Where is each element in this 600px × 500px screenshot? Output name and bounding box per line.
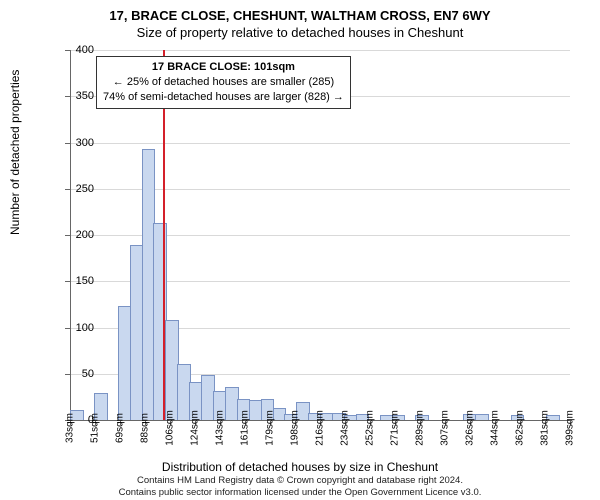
- x-tick-label: 381sqm: [540, 410, 551, 446]
- x-tick-label: 216sqm: [315, 410, 326, 446]
- x-tick-label: 289sqm: [415, 410, 426, 446]
- y-tick-label: 100: [54, 322, 94, 334]
- x-tick-label: 326sqm: [465, 410, 476, 446]
- x-tick-label: 124sqm: [190, 410, 201, 446]
- y-tick-label: 200: [54, 229, 94, 241]
- info-box-line1: 17 BRACE CLOSE: 101sqm: [103, 60, 344, 75]
- footer: Contains HM Land Registry data © Crown c…: [0, 475, 600, 498]
- x-tick-label: 362sqm: [515, 410, 526, 446]
- x-tick-label: 51sqm: [90, 413, 101, 443]
- x-tick-label: 271sqm: [390, 410, 401, 446]
- gridline: [70, 143, 570, 144]
- x-tick-label: 344sqm: [490, 410, 501, 446]
- y-tick-label: 400: [54, 44, 94, 56]
- y-axis-label: Number of detached properties: [8, 70, 22, 235]
- y-tick-label: 150: [54, 275, 94, 287]
- title-main: 17, BRACE CLOSE, CHESHUNT, WALTHAM CROSS…: [0, 0, 600, 23]
- x-tick-label: 307sqm: [440, 410, 451, 446]
- footer-line2: Contains public sector information licen…: [0, 487, 600, 498]
- x-tick-label: 234sqm: [340, 410, 351, 446]
- gridline: [70, 50, 570, 51]
- x-tick-label: 69sqm: [115, 413, 126, 443]
- x-tick-label: 33sqm: [65, 413, 76, 443]
- info-box-line2: ← 25% of detached houses are smaller (28…: [103, 75, 344, 90]
- x-tick-label: 143sqm: [215, 410, 226, 446]
- title-sub: Size of property relative to detached ho…: [0, 23, 600, 40]
- x-tick-label: 179sqm: [265, 410, 276, 446]
- footer-line1: Contains HM Land Registry data © Crown c…: [0, 475, 600, 486]
- x-tick-label: 198sqm: [290, 410, 301, 446]
- x-tick-label: 161sqm: [240, 410, 251, 446]
- x-tick-label: 252sqm: [365, 410, 376, 446]
- y-tick-label: 250: [54, 183, 94, 195]
- histogram-bar: [475, 414, 489, 420]
- y-tick-label: 300: [54, 137, 94, 149]
- y-tick-label: 350: [54, 90, 94, 102]
- info-box: 17 BRACE CLOSE: 101sqm ← 25% of detached…: [96, 56, 351, 109]
- info-box-line3: 74% of semi-detached houses are larger (…: [103, 90, 344, 105]
- x-axis-label: Distribution of detached houses by size …: [0, 460, 600, 474]
- x-tick-label: 88sqm: [140, 413, 151, 443]
- x-tick-label: 399sqm: [565, 410, 576, 446]
- x-tick-label: 106sqm: [165, 410, 176, 446]
- y-tick-label: 50: [54, 368, 94, 380]
